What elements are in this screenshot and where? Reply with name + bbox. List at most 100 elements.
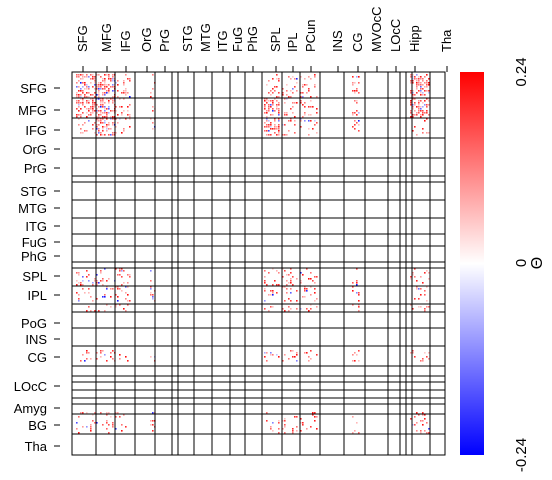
heatmap-cell — [278, 284, 280, 286]
heatmap-cell — [123, 82, 125, 84]
heatmap-cell — [420, 86, 422, 88]
heatmap-cell — [308, 278, 310, 280]
heatmap-cell — [102, 116, 104, 118]
heatmap-cell — [270, 354, 272, 356]
heatmap-cell — [264, 308, 266, 310]
heatmap-cell — [354, 92, 356, 94]
x-tick-label-prg: PrG — [157, 29, 172, 52]
heatmap-cell — [306, 84, 308, 86]
heatmap-cell — [416, 114, 418, 116]
heatmap-cell — [304, 120, 306, 122]
heatmap-cell — [302, 104, 304, 106]
heatmap-cell — [104, 268, 106, 270]
heatmap-cell — [278, 428, 280, 430]
heatmap-cell — [76, 86, 78, 88]
heatmap-cell — [314, 412, 316, 414]
heatmap-cell — [412, 116, 414, 118]
heatmap-cell — [416, 84, 418, 86]
heatmap-cell — [426, 86, 428, 88]
heatmap-cell — [108, 122, 110, 124]
heatmap-cell — [284, 124, 286, 126]
heatmap-cell — [290, 96, 292, 98]
heatmap-cell — [86, 426, 88, 428]
heatmap-cell — [115, 294, 117, 296]
heatmap-cell — [108, 88, 110, 90]
heatmap-cell — [288, 130, 290, 132]
heatmap-cell — [96, 282, 98, 284]
heatmap-cell — [352, 126, 354, 128]
heatmap-cell — [270, 104, 272, 106]
heatmap-cell — [96, 358, 98, 360]
heatmap-cell — [286, 112, 288, 114]
heatmap-cell — [414, 98, 416, 100]
heatmap-cell — [270, 126, 272, 128]
heatmap-cell — [86, 100, 88, 102]
heatmap-cell — [414, 104, 416, 106]
heatmap-cell — [106, 280, 108, 282]
heatmap-cell — [420, 106, 422, 108]
heatmap-cell — [422, 88, 424, 90]
heatmap-cell — [272, 78, 274, 80]
heatmap-cell — [100, 86, 102, 88]
heatmap-cell — [424, 100, 426, 102]
heatmap-cell — [314, 416, 316, 418]
heatmap-cell — [352, 354, 354, 356]
heatmap-cell — [152, 424, 154, 426]
y-tick-label-ins: INS — [25, 332, 47, 347]
heatmap-cell — [76, 108, 78, 110]
heatmap-cell — [314, 76, 316, 78]
heatmap-cell — [112, 118, 114, 120]
heatmap-cell — [274, 110, 276, 112]
heatmap-cell — [76, 94, 78, 96]
heatmap-cell — [102, 80, 104, 82]
heatmap-cell — [90, 358, 92, 360]
heatmap-cell — [90, 426, 92, 428]
heatmap-cell — [306, 428, 308, 430]
heatmap-cell — [414, 268, 416, 270]
heatmap-cell — [110, 86, 112, 88]
heatmap-cell — [358, 112, 360, 114]
heatmap-cell — [96, 104, 98, 106]
heatmap-cell — [310, 78, 312, 80]
heatmap-cell — [278, 126, 280, 128]
heatmap-cell — [424, 290, 426, 292]
heatmap-cell — [268, 104, 270, 106]
y-tick-label-spl: SPL — [22, 269, 47, 284]
heatmap-cell — [94, 422, 96, 424]
heatmap-cell — [428, 100, 430, 102]
heatmap-cell — [76, 280, 78, 282]
heatmap-cell — [414, 356, 416, 358]
heatmap-cell — [416, 430, 418, 432]
heatmap-cell — [82, 92, 84, 94]
x-tick-label-sfg: SFG — [75, 25, 90, 52]
heatmap-cell — [426, 432, 428, 434]
heatmap-cell — [358, 292, 360, 294]
heatmap-cell — [106, 112, 108, 114]
heatmap-cell — [82, 76, 84, 78]
heatmap-cell — [98, 106, 100, 108]
heatmap-cell — [78, 300, 80, 302]
heatmap-cell — [356, 90, 358, 92]
heatmap-cell — [96, 74, 98, 76]
heatmap-cell — [266, 130, 268, 132]
heatmap-cell — [78, 432, 80, 434]
heatmap-cell — [121, 424, 123, 426]
heatmap-cell — [82, 284, 84, 286]
heatmap-cell — [121, 112, 123, 114]
heatmap-cell — [94, 310, 96, 312]
heatmap-cell — [80, 98, 82, 100]
heatmap-cell — [316, 108, 318, 110]
x-tick-label-org: OrG — [139, 27, 154, 52]
heatmap-cell — [426, 90, 428, 92]
heatmap-cell — [416, 422, 418, 424]
heatmap-cell — [88, 88, 90, 90]
heatmap-cell — [306, 352, 308, 354]
block-grid — [72, 72, 445, 455]
heatmap-cell — [310, 286, 312, 288]
heatmap-cell — [86, 352, 88, 354]
heatmap-cell — [96, 84, 98, 86]
heatmap-cell — [150, 424, 152, 426]
heatmap-cell — [306, 290, 308, 292]
heatmap-cell — [420, 84, 422, 86]
heatmap-cell — [108, 98, 110, 100]
